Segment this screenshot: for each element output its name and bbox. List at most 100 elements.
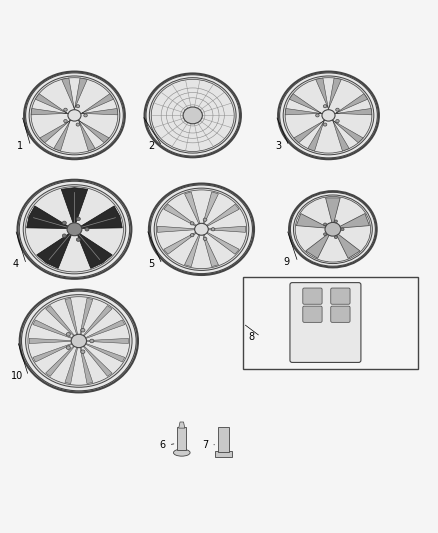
Ellipse shape — [81, 328, 85, 332]
FancyBboxPatch shape — [303, 288, 322, 304]
Ellipse shape — [278, 71, 379, 159]
Polygon shape — [81, 109, 118, 115]
Ellipse shape — [279, 73, 378, 158]
Ellipse shape — [76, 217, 80, 221]
Ellipse shape — [341, 228, 344, 231]
Polygon shape — [76, 232, 112, 269]
Ellipse shape — [283, 76, 374, 155]
Ellipse shape — [289, 191, 377, 268]
Ellipse shape — [25, 295, 132, 387]
Ellipse shape — [81, 350, 85, 353]
Ellipse shape — [290, 192, 375, 266]
Polygon shape — [78, 120, 95, 151]
Polygon shape — [85, 338, 128, 344]
Ellipse shape — [25, 73, 124, 158]
Ellipse shape — [203, 218, 207, 221]
Ellipse shape — [151, 185, 252, 273]
Ellipse shape — [293, 195, 372, 263]
Polygon shape — [27, 206, 71, 229]
Bar — [243, 278, 418, 369]
Ellipse shape — [64, 108, 67, 111]
Polygon shape — [82, 305, 112, 337]
FancyBboxPatch shape — [215, 451, 232, 457]
Ellipse shape — [66, 346, 71, 350]
Polygon shape — [29, 338, 72, 344]
Ellipse shape — [316, 114, 319, 117]
Ellipse shape — [19, 181, 130, 277]
Polygon shape — [203, 192, 219, 224]
Text: 4: 4 — [12, 260, 18, 269]
Polygon shape — [78, 206, 122, 229]
Text: 9: 9 — [284, 257, 290, 267]
Ellipse shape — [323, 123, 327, 126]
Ellipse shape — [285, 78, 372, 153]
Ellipse shape — [62, 221, 66, 224]
Ellipse shape — [336, 119, 339, 123]
Ellipse shape — [21, 291, 136, 391]
Text: 3: 3 — [275, 141, 281, 151]
Polygon shape — [85, 320, 125, 339]
Polygon shape — [184, 234, 200, 266]
Text: 8: 8 — [249, 332, 255, 342]
Ellipse shape — [334, 236, 337, 239]
Polygon shape — [336, 232, 360, 259]
Polygon shape — [335, 109, 372, 115]
Polygon shape — [65, 346, 78, 384]
Polygon shape — [46, 345, 75, 376]
Polygon shape — [179, 422, 185, 428]
Polygon shape — [81, 94, 113, 114]
Polygon shape — [294, 120, 325, 143]
Ellipse shape — [183, 107, 202, 124]
Polygon shape — [203, 234, 219, 266]
Text: 7: 7 — [202, 440, 208, 450]
Polygon shape — [37, 232, 73, 269]
Polygon shape — [31, 109, 68, 115]
Ellipse shape — [336, 108, 339, 111]
Ellipse shape — [18, 180, 131, 279]
Ellipse shape — [145, 74, 241, 157]
Ellipse shape — [67, 223, 82, 236]
Polygon shape — [40, 120, 71, 143]
FancyBboxPatch shape — [290, 282, 361, 362]
Ellipse shape — [154, 188, 249, 270]
FancyBboxPatch shape — [177, 427, 186, 450]
Ellipse shape — [68, 110, 81, 121]
Polygon shape — [164, 204, 197, 227]
Ellipse shape — [23, 185, 126, 274]
Polygon shape — [35, 94, 68, 114]
Ellipse shape — [66, 333, 71, 336]
FancyBboxPatch shape — [218, 427, 229, 452]
Polygon shape — [85, 343, 125, 362]
Polygon shape — [80, 298, 93, 336]
Text: 5: 5 — [148, 260, 154, 269]
Ellipse shape — [324, 223, 327, 225]
Ellipse shape — [325, 222, 341, 236]
Ellipse shape — [203, 237, 207, 240]
Polygon shape — [337, 214, 369, 228]
Polygon shape — [78, 120, 109, 143]
FancyBboxPatch shape — [331, 306, 350, 322]
Ellipse shape — [146, 75, 240, 156]
Polygon shape — [306, 232, 330, 259]
Ellipse shape — [29, 76, 120, 155]
Polygon shape — [54, 120, 71, 151]
Polygon shape — [290, 94, 322, 114]
Ellipse shape — [24, 71, 125, 159]
Ellipse shape — [295, 197, 371, 262]
Ellipse shape — [84, 114, 87, 117]
Polygon shape — [62, 78, 74, 110]
Ellipse shape — [190, 233, 194, 237]
Polygon shape — [61, 188, 88, 226]
Polygon shape — [206, 232, 239, 254]
Polygon shape — [74, 78, 87, 110]
FancyBboxPatch shape — [303, 306, 322, 322]
Polygon shape — [164, 232, 197, 254]
Ellipse shape — [31, 78, 118, 153]
Text: 6: 6 — [159, 440, 165, 450]
Polygon shape — [332, 120, 349, 151]
Polygon shape — [65, 298, 78, 336]
Ellipse shape — [62, 234, 66, 237]
Ellipse shape — [151, 79, 234, 151]
Ellipse shape — [211, 228, 215, 231]
Polygon shape — [332, 120, 363, 143]
